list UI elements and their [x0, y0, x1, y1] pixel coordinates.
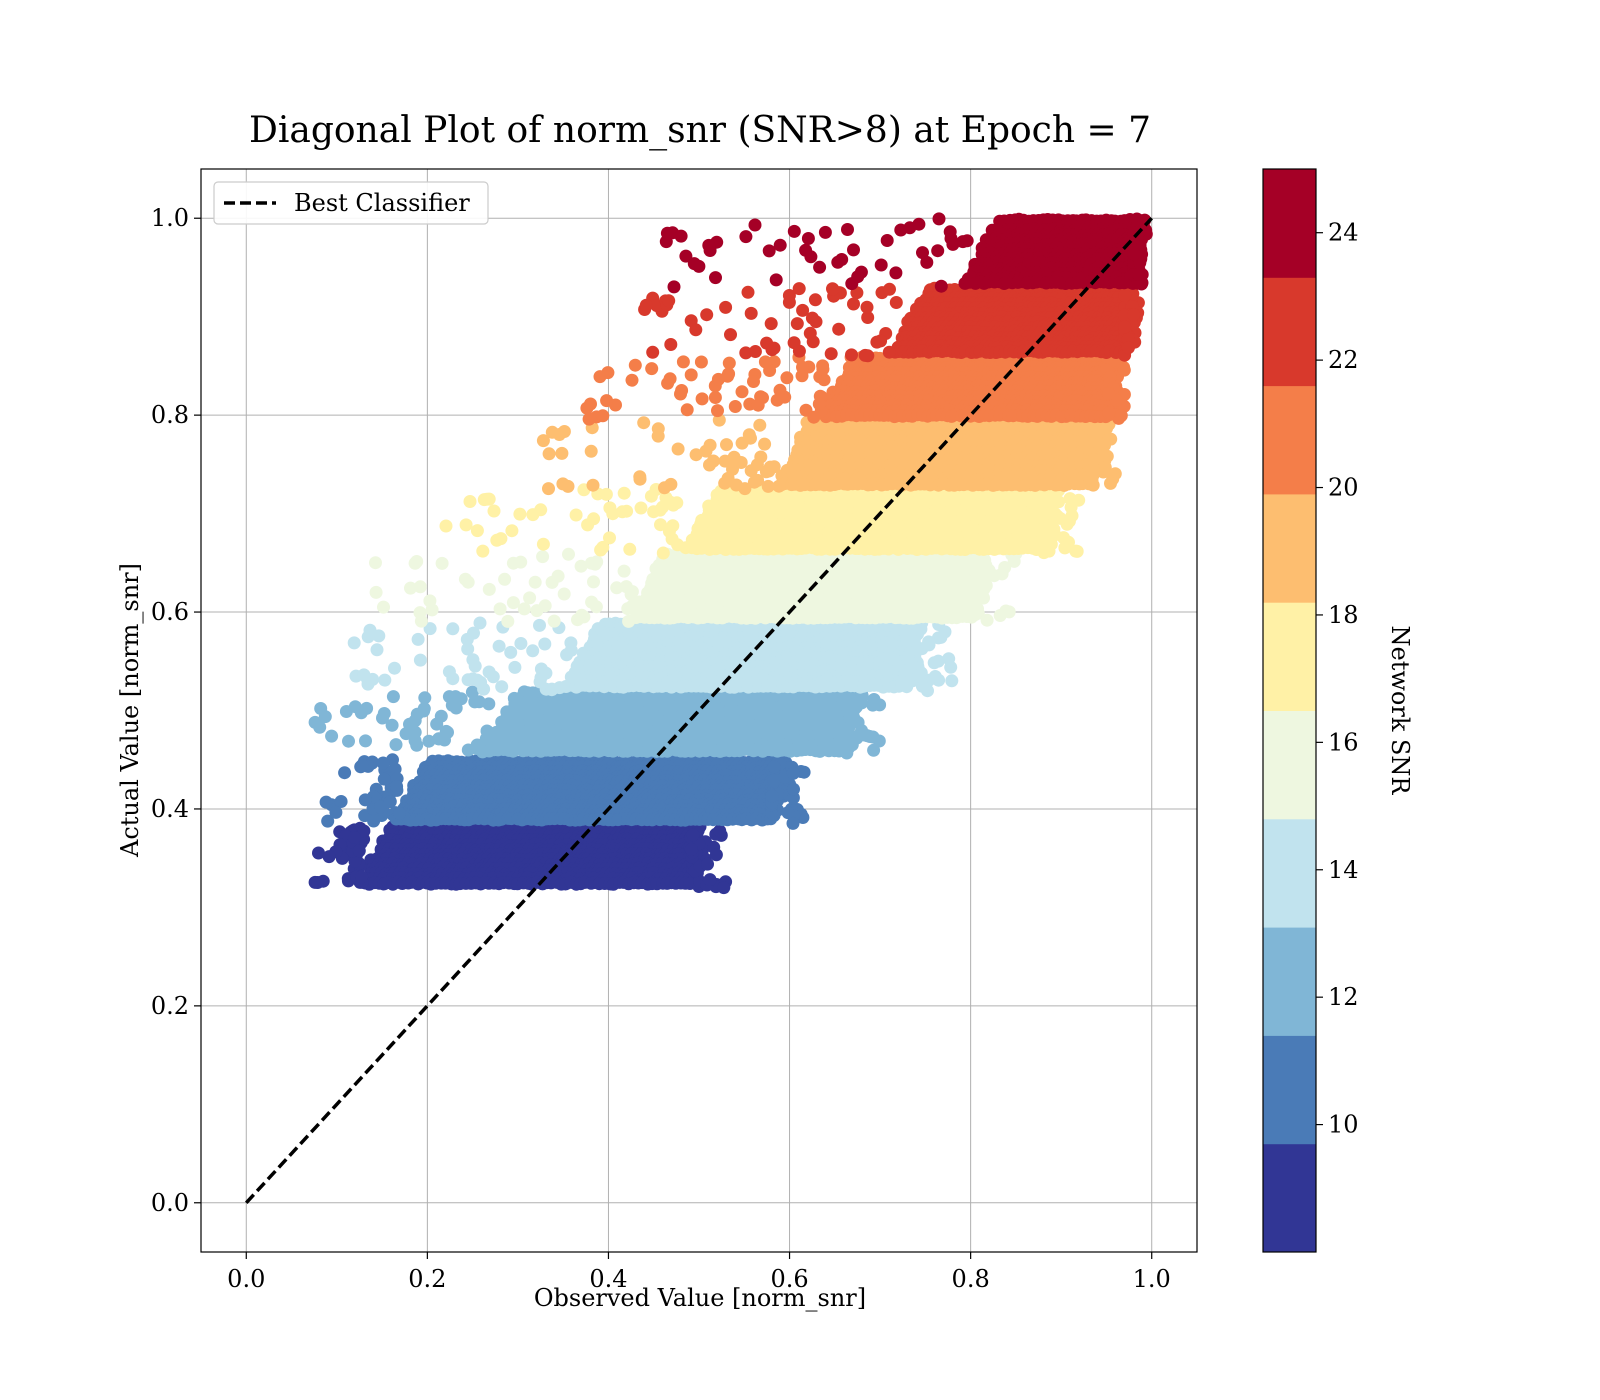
scatter-point	[479, 732, 493, 746]
scatter-point	[357, 668, 371, 682]
scatter-point	[418, 691, 432, 705]
scatter-point	[470, 742, 484, 755]
chart-title: Diagonal Plot of norm_snr (SNR>8) at Epo…	[249, 110, 1151, 151]
scatter-point	[717, 881, 731, 895]
scatter-point	[377, 772, 391, 786]
scatter-point	[372, 629, 386, 643]
scatter-points	[308, 212, 1153, 895]
scatter-point	[938, 625, 952, 639]
scatter-point	[703, 873, 717, 887]
scatter-point	[357, 824, 371, 838]
snr-band-1	[319, 753, 811, 830]
scatter-point	[393, 806, 406, 820]
scatter-point	[765, 789, 779, 803]
scatter-point	[911, 623, 925, 636]
scatter-point	[482, 665, 496, 679]
scatter-point	[684, 843, 698, 856]
scatter-point	[338, 766, 352, 780]
scatter-point	[526, 644, 540, 658]
scatter-point	[359, 734, 372, 748]
scatter-point	[845, 738, 859, 752]
scatter-point	[837, 691, 851, 705]
scatter-point	[390, 780, 404, 793]
scatter-point	[901, 652, 915, 665]
scatter-point	[446, 672, 460, 686]
scatter-point	[564, 643, 578, 657]
scatter-point	[376, 756, 390, 770]
scatter-point	[477, 682, 491, 696]
scatter-point	[342, 734, 355, 748]
scatter-point	[849, 700, 863, 714]
scatter-point	[348, 854, 362, 868]
scatter-point	[411, 632, 425, 646]
scatter-point	[533, 618, 546, 632]
scatter-point	[378, 673, 392, 687]
scatter-point	[927, 656, 941, 670]
scatter-point	[866, 698, 880, 712]
scatter-point	[322, 850, 336, 864]
scatter-point	[786, 766, 800, 780]
scatter-point	[313, 720, 327, 734]
scatter-point	[352, 844, 366, 858]
scatter-point	[713, 824, 727, 838]
scatter-point	[787, 782, 800, 796]
scatter-point	[339, 705, 353, 718]
scatter-point	[413, 653, 427, 667]
scatter-point	[408, 734, 422, 748]
scatter-point	[495, 680, 509, 694]
scatter-point	[430, 717, 444, 731]
scatter-point	[386, 690, 400, 704]
snr-band-0	[308, 818, 733, 895]
scatter-point	[325, 729, 339, 743]
scatter-point	[446, 622, 460, 636]
scatter-point	[514, 637, 528, 650]
scatter-point	[376, 711, 389, 725]
scatter-point	[403, 717, 416, 731]
scatter-point	[900, 634, 914, 648]
scatter-point	[863, 730, 877, 743]
scatter-point	[454, 692, 468, 706]
scatter-point	[701, 857, 714, 871]
scatter-point	[319, 795, 333, 809]
scatter-point	[355, 870, 369, 884]
scatter-point	[370, 643, 384, 657]
scatter-point	[432, 732, 446, 746]
scatter-point	[389, 738, 403, 752]
scatter-point	[945, 674, 959, 688]
scatter-point	[355, 759, 369, 772]
scatter-point	[348, 831, 361, 844]
scatter-point	[564, 670, 578, 684]
scatter-point	[922, 635, 936, 649]
scatter-point	[504, 645, 518, 659]
snr-band-2	[308, 685, 887, 760]
scatter-point	[358, 793, 372, 807]
scatter-point	[921, 684, 934, 698]
scatter-point	[467, 626, 480, 640]
scatter-point	[767, 760, 781, 774]
scatter-point	[867, 743, 881, 757]
scatter-point	[461, 673, 475, 687]
scatter-point	[312, 846, 325, 860]
scatter-point	[316, 874, 330, 888]
scatter-point	[928, 670, 942, 683]
scatter-point	[466, 653, 480, 667]
scatter-point	[329, 805, 343, 819]
scatter-point	[786, 816, 800, 830]
scatter-point	[709, 848, 723, 862]
scatter-point	[944, 660, 958, 674]
scatter-point	[442, 690, 456, 704]
scatter-point	[912, 669, 926, 683]
scatter-point	[492, 639, 506, 653]
scatter-point	[388, 661, 401, 675]
scatter-point	[538, 637, 552, 651]
scatter-point	[347, 636, 361, 650]
scatter-point	[539, 666, 553, 680]
scatter-point	[545, 682, 559, 696]
scatter-point	[686, 828, 700, 842]
scatter-point	[354, 706, 368, 720]
scatter-point	[508, 660, 522, 674]
